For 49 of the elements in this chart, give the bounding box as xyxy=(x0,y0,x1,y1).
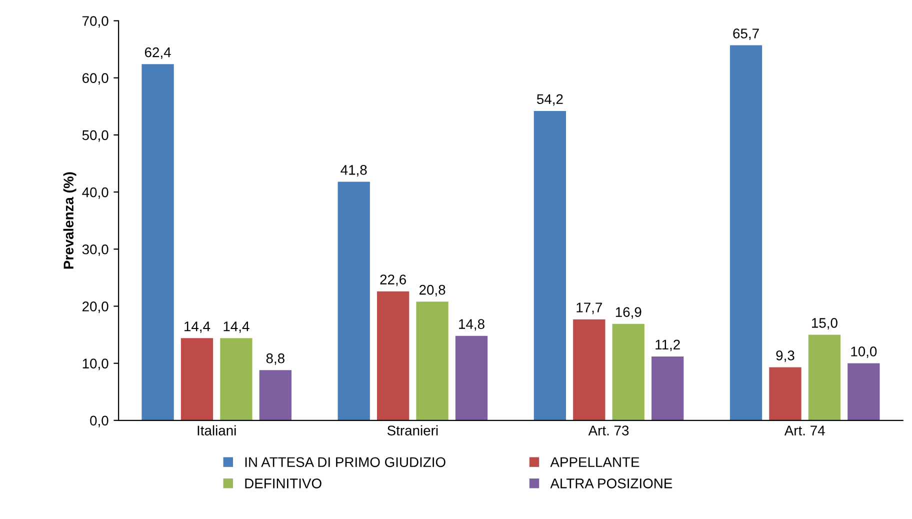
bar xyxy=(376,291,410,420)
data-label: 10,0 xyxy=(851,346,877,358)
bar xyxy=(455,336,488,420)
data-label: 11,2 xyxy=(656,340,680,352)
legend-label: APPELLANTE xyxy=(550,457,640,467)
data-label: 62,4 xyxy=(144,47,171,59)
x-tick-label: Stranieri xyxy=(387,425,438,436)
y-tick-label: 50,0 xyxy=(82,130,108,142)
bar xyxy=(769,367,802,420)
bar xyxy=(180,338,214,420)
y-axis-title: Prevalenza (%) xyxy=(63,172,76,269)
bar xyxy=(142,64,174,420)
bar xyxy=(416,302,448,420)
bar xyxy=(573,319,606,420)
data-label: 15,0 xyxy=(812,318,838,330)
bar xyxy=(259,370,292,420)
data-label: 20,8 xyxy=(419,284,446,296)
data-label: 16,9 xyxy=(616,307,642,319)
y-tick-label: 0,0 xyxy=(90,416,108,428)
data-label: 14,8 xyxy=(459,319,484,331)
x-tick-label: Art. 73 xyxy=(588,426,629,436)
y-tick-label: 30,0 xyxy=(82,244,108,256)
y-tick-label: 40,0 xyxy=(82,187,108,199)
bar xyxy=(220,338,252,420)
data-label: 22,6 xyxy=(380,274,406,286)
bar xyxy=(848,363,880,420)
y-tick-label: 60,0 xyxy=(82,73,108,85)
legend-label: ALTRA POSIZIONE xyxy=(550,478,672,488)
bar xyxy=(808,334,841,420)
data-label: 41,8 xyxy=(340,165,367,176)
y-tick-label: 20,0 xyxy=(82,302,108,314)
data-label: 14,4 xyxy=(224,322,250,333)
legend-label: IN ATTESA DI PRIMO GIUDIZIO xyxy=(245,457,446,468)
bar xyxy=(534,110,566,420)
data-label: 9,3 xyxy=(776,350,794,362)
bar xyxy=(652,356,684,420)
data-label: 14,4 xyxy=(184,322,210,333)
y-tick-label: 10,0 xyxy=(82,358,108,370)
bar xyxy=(730,45,762,420)
x-tick-label: Art. 74 xyxy=(784,426,825,436)
data-label: 17,7 xyxy=(576,302,602,314)
y-tick-label: 70,0 xyxy=(82,16,108,28)
data-label: 54,2 xyxy=(536,94,563,106)
x-tick-label: Italiani xyxy=(198,425,236,436)
data-label: 8,8 xyxy=(266,353,284,365)
data-label: 65,7 xyxy=(733,28,759,40)
bar xyxy=(612,324,644,420)
bar xyxy=(338,182,370,420)
legend-label: DEFINITIVO xyxy=(245,478,322,488)
